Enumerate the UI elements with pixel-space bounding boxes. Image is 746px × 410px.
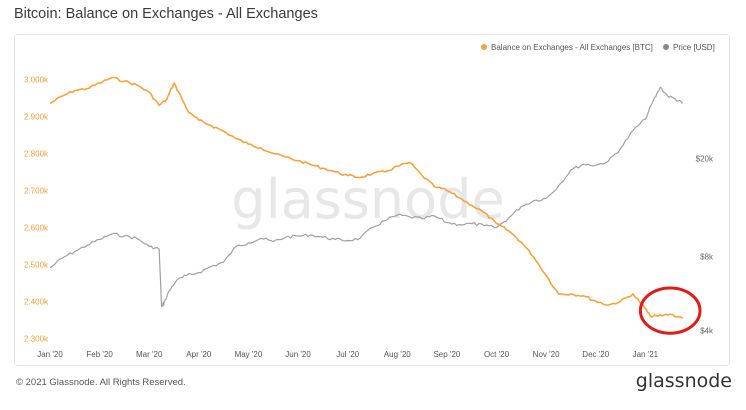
y-right-tick-label: $8k xyxy=(700,253,714,262)
legend: Balance on Exchanges - All Exchanges [BT… xyxy=(481,43,715,52)
x-tick-label: May '20 xyxy=(235,350,263,359)
x-axis: Jan '20 Feb '20 Mar '20 Apr '20 May '20 Jun '… xyxy=(37,350,658,359)
x-tick-label: Feb '20 xyxy=(86,350,113,359)
balance-series-line xyxy=(49,76,683,319)
y-right-tick-label: $20k xyxy=(696,155,714,164)
annotation-circle xyxy=(638,286,702,335)
x-tick-label: Nov '20 xyxy=(533,350,560,359)
y-left-tick-label: 3.000k xyxy=(24,75,49,84)
y-left-tick-label: 2.400k xyxy=(24,297,49,306)
legend-balance-marker xyxy=(481,44,487,50)
page-title: Bitcoin: Balance on Exchanges - All Exch… xyxy=(14,6,318,22)
watermark-text: glassnode xyxy=(231,168,504,231)
price-series-line xyxy=(49,86,684,308)
y-left-tick-label: 2.300k xyxy=(24,334,49,343)
x-tick-label: Sep '20 xyxy=(433,350,460,359)
x-tick-label: Aug '20 xyxy=(384,350,411,359)
y-right-tick-label: $4k xyxy=(700,327,714,336)
legend-balance-label: Balance on Exchanges - All Exchanges [BT… xyxy=(491,43,653,52)
x-tick-label: Jan '20 xyxy=(37,350,63,359)
y-left-tick-label: 2.500k xyxy=(24,260,49,269)
x-tick-label: Jan '21 xyxy=(633,350,659,359)
x-tick-label: Mar '20 xyxy=(136,350,163,359)
x-tick-label: Oct '20 xyxy=(484,350,510,359)
legend-price-marker xyxy=(663,44,669,50)
brand-logo-text: glassnode xyxy=(635,370,732,392)
y-left-tick-label: 2.800k xyxy=(24,149,49,158)
x-tick-label: Apr '20 xyxy=(186,350,212,359)
y-left-tick-label: 2.700k xyxy=(24,186,49,195)
y-left-tick-label: 2.900k xyxy=(24,112,49,121)
x-tick-label: Jul '20 xyxy=(336,350,359,359)
y-axis-right: $4k $8k $20k xyxy=(696,155,714,336)
chart-panel xyxy=(14,34,730,366)
copyright-text: © 2021 Glassnode. All Rights Reserved. xyxy=(16,377,186,388)
x-tick-label: Jun '20 xyxy=(285,350,311,359)
y-left-tick-label: 2.600k xyxy=(24,223,49,232)
legend-price-label: Price [USD] xyxy=(673,43,715,52)
x-tick-label: Dec '20 xyxy=(582,350,609,359)
y-axis-left: 2.300k 2.400k 2.500k 2.600k 2.700k 2.800k 2.90… xyxy=(24,75,49,343)
